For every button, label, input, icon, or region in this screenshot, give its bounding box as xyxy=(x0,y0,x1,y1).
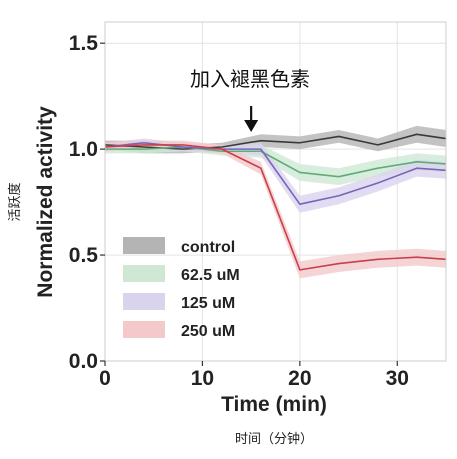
y-tick-label: 1.0 xyxy=(69,138,98,161)
legend-label: 125 uM xyxy=(181,295,235,312)
legend-label: control xyxy=(181,239,235,256)
x-axis-title: Time (min) xyxy=(221,393,327,416)
legend-label: 62.5 uM xyxy=(181,267,240,284)
y-tick-label: 0.0 xyxy=(69,350,98,373)
plot-frame xyxy=(104,21,447,362)
legend-swatch xyxy=(123,321,165,338)
x-tick-label: 30 xyxy=(386,367,409,390)
arrow-head xyxy=(244,120,259,132)
legend-swatch xyxy=(123,237,165,254)
annotation-arrow-icon xyxy=(244,106,259,132)
x-axis-ticks: 0 10 20 30 xyxy=(99,361,409,390)
error-band xyxy=(105,140,446,279)
x-tick-label: 0 xyxy=(99,367,111,390)
legend-label: 250 uM xyxy=(181,323,235,340)
error-band xyxy=(105,138,446,213)
y-axis-ticks: 0.0 0.5 1.0 1.5 xyxy=(69,32,105,373)
y-tick-label: 0.5 xyxy=(69,244,99,267)
y-axis-title: Normalized activity xyxy=(34,106,57,298)
annotation-label: 加入褪黑色素 xyxy=(190,67,310,91)
legend-swatch xyxy=(123,293,165,310)
x-tick-label: 10 xyxy=(191,367,214,390)
series-line xyxy=(104,144,447,271)
legend-swatch xyxy=(123,265,165,282)
y-axis-title-cn: 活跃度 xyxy=(7,182,23,221)
y-tick-label: 1.5 xyxy=(69,32,99,55)
x-axis-title-cn: 时间（分钟） xyxy=(235,431,313,447)
series-lines xyxy=(104,133,447,271)
series-line xyxy=(105,146,447,178)
legend: control 62.5 uM 125 uM 250 uM xyxy=(123,237,240,340)
x-tick-label: 20 xyxy=(288,367,311,390)
